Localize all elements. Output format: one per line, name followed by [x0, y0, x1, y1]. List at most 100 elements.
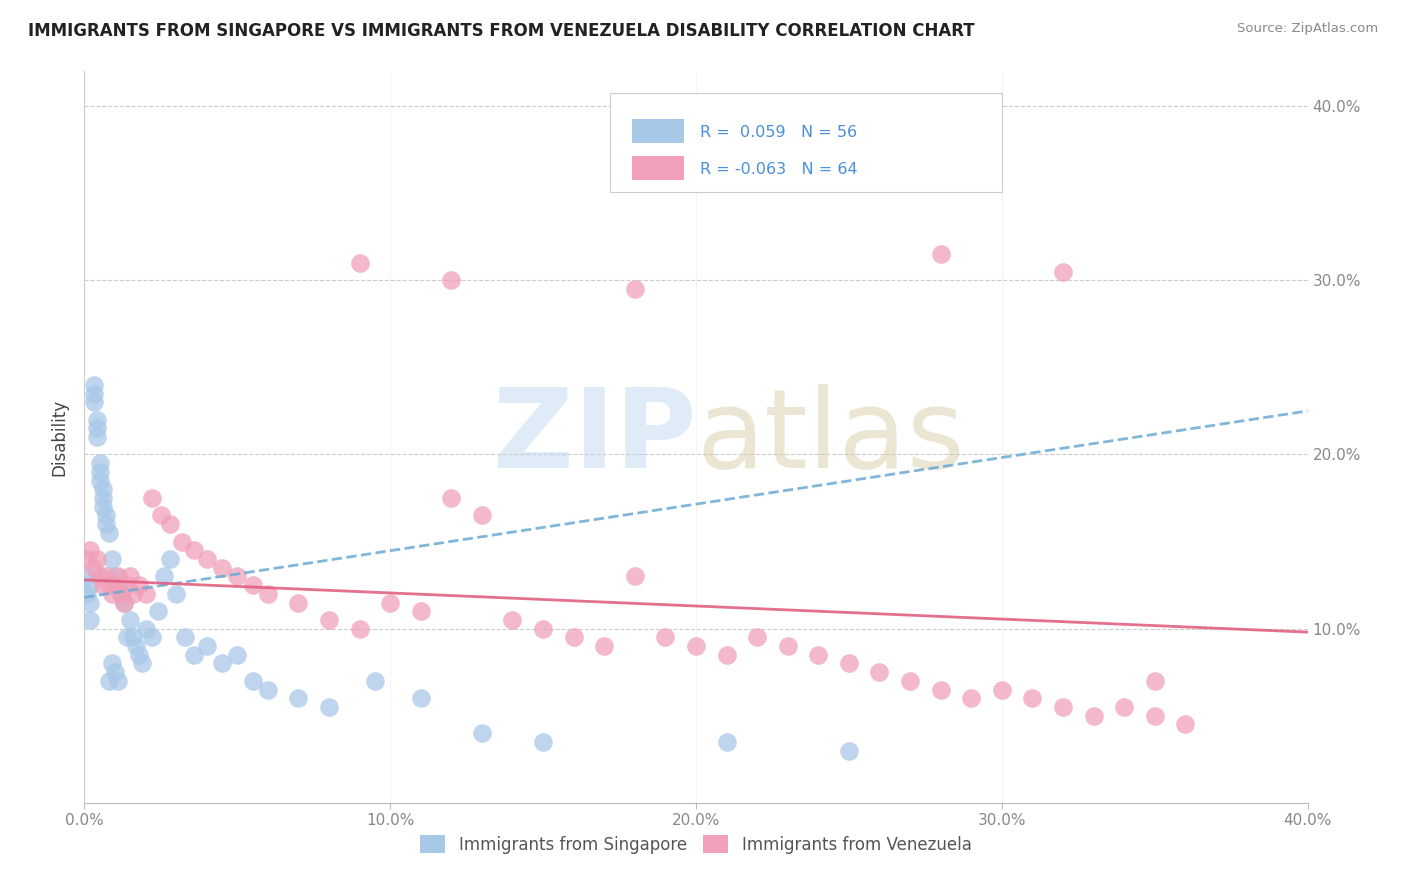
- Point: [440, 491, 463, 505]
- FancyBboxPatch shape: [633, 156, 683, 180]
- Point: [86, 430, 108, 444]
- Point: [104, 569, 127, 583]
- Point: [86, 552, 108, 566]
- Point: [101, 657, 124, 671]
- Point: [104, 578, 127, 592]
- Point: [349, 256, 371, 270]
- Point: [531, 735, 554, 749]
- Point: [318, 613, 340, 627]
- Point: [195, 639, 218, 653]
- Point: [1174, 717, 1197, 731]
- Point: [110, 587, 132, 601]
- Point: [94, 569, 117, 583]
- Point: [257, 682, 280, 697]
- Point: [471, 726, 494, 740]
- Point: [107, 569, 129, 583]
- Point: [624, 282, 647, 296]
- Point: [83, 377, 105, 392]
- Point: [153, 569, 176, 583]
- Point: [101, 552, 124, 566]
- Point: [83, 560, 105, 574]
- Point: [146, 604, 169, 618]
- Point: [128, 648, 150, 662]
- Point: [531, 622, 554, 636]
- Point: [76, 587, 98, 601]
- Point: [716, 648, 738, 662]
- Point: [409, 604, 432, 618]
- Point: [991, 682, 1014, 697]
- Point: [172, 534, 194, 549]
- Point: [593, 639, 616, 653]
- Point: [79, 543, 101, 558]
- FancyBboxPatch shape: [633, 119, 683, 143]
- Point: [107, 578, 129, 592]
- Point: [226, 648, 249, 662]
- Point: [349, 622, 371, 636]
- FancyBboxPatch shape: [610, 94, 1002, 192]
- Point: [122, 587, 145, 601]
- Point: [91, 500, 114, 514]
- Point: [83, 395, 105, 409]
- Point: [89, 474, 111, 488]
- Point: [83, 386, 105, 401]
- Text: ZIP: ZIP: [492, 384, 696, 491]
- Point: [97, 525, 120, 540]
- Point: [76, 569, 98, 583]
- Point: [440, 273, 463, 287]
- Point: [898, 673, 921, 688]
- Point: [128, 578, 150, 592]
- Text: R = -0.063   N = 64: R = -0.063 N = 64: [700, 162, 858, 178]
- Point: [409, 691, 432, 706]
- Point: [1143, 708, 1166, 723]
- Point: [318, 700, 340, 714]
- Point: [91, 483, 114, 497]
- Point: [502, 613, 524, 627]
- Point: [1052, 700, 1074, 714]
- Point: [91, 491, 114, 505]
- Point: [110, 587, 132, 601]
- Point: [838, 743, 860, 757]
- Point: [807, 648, 830, 662]
- Text: Source: ZipAtlas.com: Source: ZipAtlas.com: [1237, 22, 1378, 36]
- Point: [89, 465, 111, 479]
- Point: [869, 665, 891, 680]
- Point: [101, 587, 124, 601]
- Point: [112, 595, 135, 609]
- Point: [1021, 691, 1043, 706]
- Point: [685, 639, 707, 653]
- Point: [107, 673, 129, 688]
- Point: [79, 595, 101, 609]
- Point: [141, 631, 163, 645]
- Point: [125, 639, 148, 653]
- Point: [120, 569, 142, 583]
- Point: [242, 673, 264, 688]
- Point: [122, 631, 145, 645]
- Point: [115, 631, 138, 645]
- Point: [242, 578, 264, 592]
- Point: [1143, 673, 1166, 688]
- Point: [159, 552, 181, 566]
- Point: [165, 587, 187, 601]
- Point: [79, 578, 101, 592]
- Point: [174, 631, 197, 645]
- Point: [89, 456, 111, 470]
- Point: [183, 648, 205, 662]
- Point: [159, 517, 181, 532]
- Point: [89, 569, 111, 583]
- Text: atlas: atlas: [696, 384, 965, 491]
- Point: [211, 657, 233, 671]
- Point: [104, 665, 127, 680]
- Point: [624, 569, 647, 583]
- Point: [287, 595, 309, 609]
- Point: [76, 552, 98, 566]
- Point: [1114, 700, 1136, 714]
- Point: [257, 587, 280, 601]
- Point: [135, 587, 157, 601]
- Y-axis label: Disability: Disability: [51, 399, 69, 475]
- Point: [97, 673, 120, 688]
- Point: [226, 569, 249, 583]
- Point: [211, 560, 233, 574]
- Point: [97, 578, 120, 592]
- Point: [115, 578, 138, 592]
- Legend: Immigrants from Singapore, Immigrants from Venezuela: Immigrants from Singapore, Immigrants fr…: [413, 829, 979, 860]
